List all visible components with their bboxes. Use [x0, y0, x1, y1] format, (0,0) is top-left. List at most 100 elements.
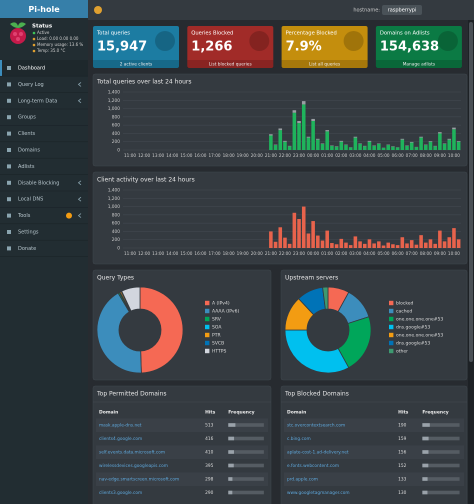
brand[interactable]: Pi-hole: [28, 5, 60, 14]
table-header: Hits: [205, 410, 215, 416]
menu-item[interactable]: Query Log: [18, 82, 44, 88]
menu-caret: [77, 196, 82, 202]
bar: [330, 243, 334, 248]
menu-icon: [7, 180, 11, 185]
frequency-bar: [422, 463, 429, 468]
legend-swatch: [389, 308, 394, 314]
menu-item[interactable]: Domains: [18, 148, 40, 154]
y-tick-label: 1,200: [108, 98, 121, 104]
bar: [395, 245, 400, 248]
bar: [353, 137, 358, 150]
bar: [414, 244, 419, 248]
bar: [334, 244, 339, 248]
legend-label[interactable]: SOA: [212, 325, 222, 331]
x-tick-label: 12:00: [138, 153, 150, 158]
x-tick-label: 14:00: [166, 153, 178, 158]
y-tick-label: 800: [112, 114, 120, 120]
status-line: Active: [37, 30, 50, 35]
stat-link[interactable]: Manage adlists: [403, 62, 436, 68]
bar: [273, 145, 278, 150]
bar: [278, 128, 283, 131]
legend-label[interactable]: other: [396, 349, 408, 355]
menu-item[interactable]: Settings: [18, 230, 39, 236]
stat-icon: [155, 31, 175, 51]
chart-title: Client activity over last 24 hours: [97, 177, 195, 184]
domain-link[interactable]: clients4.google.com: [99, 436, 142, 442]
legend-label[interactable]: blocked: [396, 301, 414, 307]
frequency-track: [228, 436, 264, 441]
status-line: Load: 0.00 0.00 0.00: [37, 36, 79, 41]
domain-link[interactable]: mask.apple-dns.net: [99, 423, 142, 429]
domain-link[interactable]: e.fonts.webcontent.com: [287, 463, 339, 469]
menu-item[interactable]: Groups: [18, 115, 36, 121]
stat-link[interactable]: List all queries: [309, 62, 341, 68]
legend-swatch: [389, 324, 394, 330]
scrollbar-thumb[interactable]: [469, 22, 473, 362]
domain-link[interactable]: self.events.data.microsoft.com: [99, 450, 165, 456]
stat-link[interactable]: 2 active clients: [120, 62, 153, 68]
domain-link[interactable]: stc.overcontextsearch.com: [287, 423, 345, 429]
menu-item[interactable]: Clients: [18, 131, 35, 137]
menu-item[interactable]: Tools: [17, 213, 31, 219]
bar: [348, 245, 353, 248]
x-tick-label: 06:00: [392, 153, 404, 158]
domain-link[interactable]: www.googletagmanager.com: [287, 490, 350, 496]
legend-label[interactable]: PTR: [212, 333, 221, 339]
x-tick-label: 06:00: [392, 251, 404, 256]
menu-caret: [77, 180, 82, 186]
bar: [447, 138, 452, 140]
domain-link[interactable]: c.bing.com: [287, 436, 311, 442]
domain-link[interactable]: prd.apple.com: [287, 477, 318, 483]
hits: 159: [398, 436, 406, 442]
menu-item[interactable]: Disable Blocking: [18, 180, 59, 186]
legend-label[interactable]: one.one.one.one#53: [396, 317, 443, 323]
pie-slice[interactable]: [139, 286, 184, 374]
bar: [419, 137, 423, 150]
hits: 298: [205, 477, 213, 483]
menu-toggle[interactable]: [94, 6, 102, 14]
legend-label[interactable]: HTTPS: [212, 349, 227, 355]
x-tick-label: 07:00: [406, 251, 418, 256]
chart-title: Total queries over last 24 hours: [96, 79, 192, 86]
domain-link[interactable]: wirelessdevices.googleapis.com: [99, 463, 168, 469]
bar: [348, 147, 353, 150]
bar: [269, 231, 273, 248]
legend-swatch: [205, 300, 210, 306]
x-tick-label: 20:00: [251, 251, 263, 256]
menu-item[interactable]: Adlists: [18, 164, 35, 170]
frequency-track: [228, 450, 264, 454]
hits: 190: [398, 423, 406, 429]
pie-slice[interactable]: [96, 292, 142, 374]
x-tick-label: 12:00: [138, 251, 150, 256]
frequency-track: [422, 436, 460, 441]
legend-label[interactable]: SVCB: [212, 341, 224, 347]
menu-item[interactable]: Dashboard: [18, 66, 45, 72]
menu-item[interactable]: Local DNS: [18, 197, 43, 203]
menu-item[interactable]: Long-term Data: [18, 98, 57, 104]
legend-label[interactable]: dns.google#53: [396, 341, 430, 347]
bar: [419, 136, 423, 138]
bar: [442, 241, 447, 248]
bar: [301, 101, 306, 105]
domain-link[interactable]: aplate-cost-1.ad-delivery.net: [287, 450, 349, 456]
pie-slice[interactable]: [284, 329, 350, 374]
legend-label[interactable]: AAAA (IPv6): [212, 309, 239, 315]
table-header: Frequency: [422, 410, 448, 416]
stat-link[interactable]: List blocked queries: [209, 62, 253, 68]
legend-label[interactable]: cached: [396, 309, 412, 315]
menu-caret: [77, 213, 82, 218]
stat-title: Total queries: [96, 31, 130, 37]
domain-link[interactable]: nav-edge.smartscreen.microsoft.com: [99, 477, 179, 483]
domain-link[interactable]: clients3.google.com: [99, 490, 142, 496]
pie-slice[interactable]: [322, 286, 329, 310]
x-tick-label: 16:00: [194, 251, 206, 256]
bar: [438, 230, 442, 248]
x-tick-label: 00:00: [307, 153, 319, 158]
legend-label[interactable]: A (IPv4): [212, 301, 230, 307]
pie-slice[interactable]: [121, 286, 141, 312]
legend-label[interactable]: SRV: [212, 317, 222, 323]
legend-label[interactable]: one.one.one.one#53: [396, 333, 443, 339]
legend-label[interactable]: dns.google#53: [396, 325, 430, 331]
menu-item[interactable]: Donate: [18, 246, 36, 252]
